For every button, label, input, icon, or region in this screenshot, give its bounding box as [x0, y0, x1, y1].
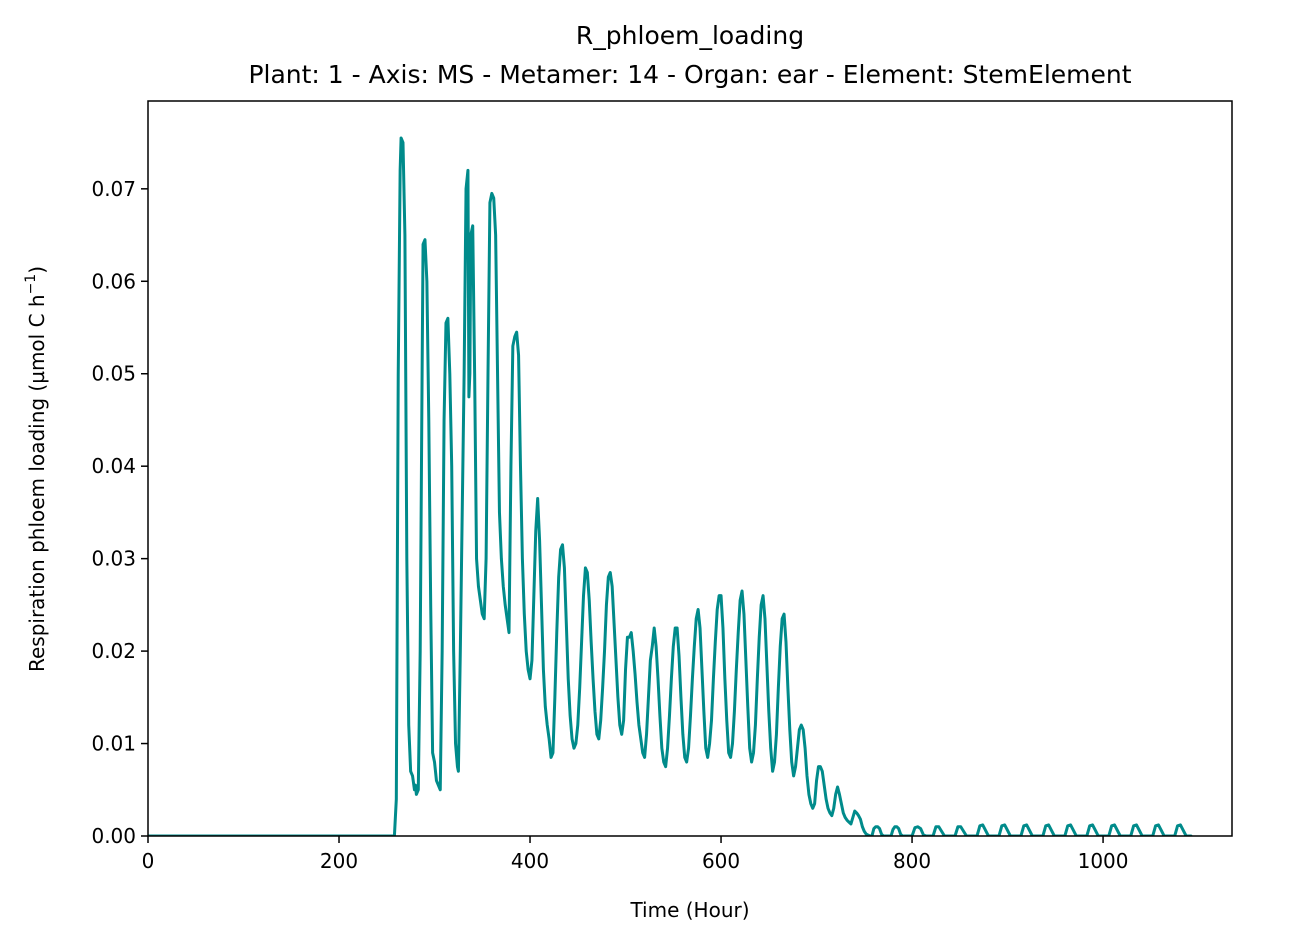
y-tick-label: 0.05 [91, 362, 136, 386]
x-tick-label: 400 [511, 849, 549, 873]
plot-frame [147, 100, 1233, 837]
x-tick-label: 0 [142, 849, 155, 873]
y-tick-label: 0.00 [91, 824, 136, 848]
plot-area [147, 100, 1233, 837]
x-tick-label: 600 [702, 849, 740, 873]
y-axis-label-sup: −1 [23, 274, 39, 295]
series-line [148, 136, 1193, 836]
y-tick-label: 0.04 [91, 454, 136, 478]
y-tick-label: 0.01 [91, 732, 136, 756]
y-tick-label: 0.03 [91, 547, 136, 571]
y-axis-ticks: 0.00 0.01 0.02 0.03 0.04 0.05 0.06 0.07 [91, 177, 148, 848]
x-axis-label: Time (Hour) [629, 898, 749, 922]
x-tick-label: 200 [320, 849, 358, 873]
y-axis-label-end: ) [25, 266, 49, 274]
y-tick-label: 0.02 [91, 639, 136, 663]
chart-subtitle: Plant: 1 - Axis: MS - Metamer: 14 - Orga… [248, 60, 1131, 89]
y-tick-label: 0.07 [91, 177, 136, 201]
y-tick-label: 0.06 [91, 269, 136, 293]
x-tick-label: 1000 [1078, 849, 1129, 873]
x-axis-ticks: 0 200 400 600 800 1000 [142, 836, 1129, 873]
y-axis-label-main: Respiration phloem loading (µmol C h [25, 294, 49, 672]
chart-title: R_phloem_loading [576, 21, 804, 50]
y-axis-label: Respiration phloem loading (µmol C h−1) [23, 266, 49, 672]
x-tick-label: 800 [893, 849, 931, 873]
line-layer [148, 136, 1193, 836]
